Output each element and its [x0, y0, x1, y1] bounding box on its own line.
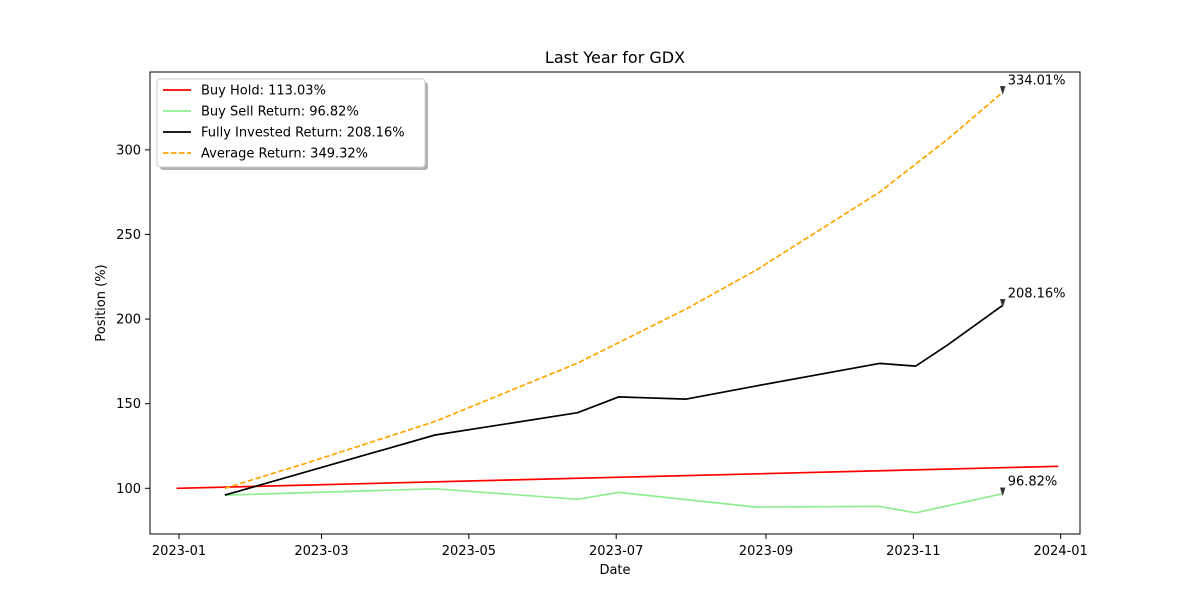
- series-line-1: [176, 465, 1059, 490]
- annotation-arrow: [999, 299, 1006, 309]
- y-tick-label: 300: [116, 143, 141, 158]
- x-tick-label: 2023-05: [442, 544, 496, 559]
- x-axis-label: Date: [599, 563, 630, 578]
- legend-entry: Average Return: 349.32%: [201, 147, 368, 162]
- series-line-3: [224, 304, 1004, 496]
- legend-entry: Buy Sell Return: 96.82%: [201, 105, 359, 120]
- y-tick-label: 100: [116, 482, 141, 497]
- x-tick-label: 2024-01: [1034, 544, 1088, 559]
- annotation-label: 208.16%: [1008, 286, 1066, 301]
- plot-area: [149, 71, 1081, 535]
- chart-title: Last Year for GDX: [545, 48, 685, 67]
- legend-entry: Fully Invested Return: 208.16%: [201, 126, 405, 141]
- y-axis-ticks: 100 150 200 250 300: [116, 143, 150, 497]
- legend-entry: Buy Hold: 113.03%: [201, 84, 326, 99]
- annotations: 334.01% 208.16% 96.82%: [999, 73, 1066, 497]
- series-layer: [176, 91, 1059, 514]
- x-tick-label: 2023-01: [152, 544, 206, 559]
- x-tick-label: 2023-11: [886, 544, 940, 559]
- y-tick-label: 200: [116, 313, 141, 328]
- annotation-label: 96.82%: [1008, 475, 1058, 490]
- x-tick-label: 2023-09: [739, 544, 793, 559]
- series-line-2: [224, 487, 1003, 514]
- legend: Buy Hold: 113.03% Buy Sell Return: 96.82%…: [156, 78, 428, 170]
- y-tick-label: 150: [116, 397, 141, 412]
- annotation-label: 334.01%: [1008, 73, 1066, 88]
- y-tick-label: 250: [116, 228, 141, 243]
- x-tick-label: 2023-03: [294, 544, 348, 559]
- y-axis-label: Position (%): [94, 264, 109, 341]
- legend-box: [156, 78, 426, 168]
- annotation-arrow: [999, 487, 1006, 497]
- series-line-4: [224, 91, 1004, 490]
- x-axis-ticks: 2023-01 2023-03 2023-05 2023-07 2023-09 2023-…: [152, 534, 1088, 559]
- annotation-arrow: [999, 86, 1006, 96]
- x-tick-label: 2023-07: [589, 544, 643, 559]
